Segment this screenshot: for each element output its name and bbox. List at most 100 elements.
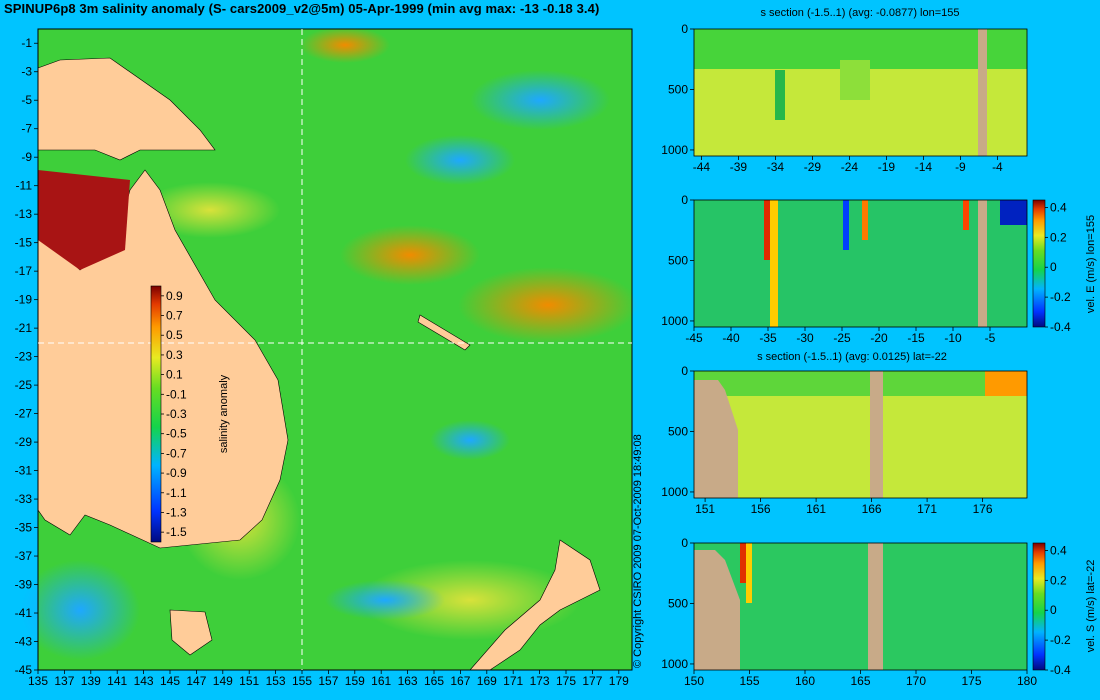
map-colorbar-tick-label: -0.9 bbox=[166, 466, 187, 480]
map-x-tick-label: 141 bbox=[107, 674, 127, 688]
panel-1-y-tick-label: 0 bbox=[681, 22, 688, 36]
map-colorbar-tick-label: 0.5 bbox=[166, 328, 183, 342]
map-x-tick-label: 143 bbox=[134, 674, 154, 688]
panel-2-x-tick-label: -35 bbox=[759, 331, 777, 345]
map-y-tick-label: -41 bbox=[15, 606, 33, 620]
panel-4-x-axis: 150 155 160 165 170 175 180 bbox=[684, 670, 1037, 688]
panel-3-x-tick-label: 176 bbox=[973, 502, 993, 516]
panel-2-x-tick-label: -10 bbox=[944, 331, 962, 345]
map-anomaly-patch bbox=[470, 70, 610, 130]
map-colorbar-tick-label: -0.1 bbox=[166, 387, 187, 401]
panel-2-colorbar-tick-label: 0 bbox=[1050, 260, 1057, 274]
panel-4-land bbox=[694, 550, 740, 670]
panel-1-title: s section (-1.5..1) (avg: -0.0877) lon=1… bbox=[760, 7, 959, 19]
panel-4-colorbar-tick-label: 0.4 bbox=[1050, 543, 1067, 557]
map-x-tick-label: 177 bbox=[582, 674, 602, 688]
map-y-tick-label: -29 bbox=[15, 435, 33, 449]
map-colorbar-tick-label: -0.7 bbox=[166, 446, 187, 460]
panel-2-y-tick-label: 500 bbox=[668, 253, 688, 267]
panel-3-frame bbox=[693, 370, 1028, 499]
panel-4-x-tick-label: 175 bbox=[961, 674, 981, 688]
panel-2-x-tick-label: -25 bbox=[833, 331, 851, 345]
panel-1-x-tick-label: -34 bbox=[767, 160, 785, 174]
panel-4-jet bbox=[740, 543, 746, 583]
map-y-tick-label: -9 bbox=[21, 150, 32, 164]
map-anomaly-patch bbox=[340, 225, 480, 285]
panel-1-lowsal-core bbox=[840, 60, 870, 100]
panel-3-x-tick-label: 151 bbox=[695, 502, 715, 516]
panel-2-x-tick-label: -15 bbox=[907, 331, 925, 345]
panel-2-x-tick-label: -5 bbox=[985, 331, 996, 345]
map-x-tick-label: 179 bbox=[609, 674, 629, 688]
land-new-guinea bbox=[37, 57, 216, 161]
map-colorbar-tick-label: 0.7 bbox=[166, 309, 183, 323]
section-panel-3: s section (-1.5..1) (avg: 0.0125) lat=-2… bbox=[661, 351, 1028, 516]
panel-2-colorbar bbox=[1032, 199, 1046, 328]
map-y-tick-label: -17 bbox=[15, 264, 33, 278]
panel-3-title: s section (-1.5..1) (avg: 0.0125) lat=-2… bbox=[757, 351, 947, 363]
panel-2-colorbar-tick-label: -0.4 bbox=[1050, 320, 1071, 334]
map-x-tick-label: 147 bbox=[186, 674, 206, 688]
panel-3-y-axis: 0 500 1000 bbox=[661, 364, 694, 499]
map-anomaly-patch bbox=[458, 267, 638, 343]
panel-4-land bbox=[868, 543, 883, 670]
panel-4-x-tick-label: 150 bbox=[684, 674, 704, 688]
panel-4-x-tick-label: 155 bbox=[739, 674, 759, 688]
panel-1-x-tick-label: -14 bbox=[915, 160, 933, 174]
map-colorbar-tick-label: 0.3 bbox=[166, 348, 183, 362]
map-y-tick-label: -39 bbox=[15, 578, 33, 592]
panel-1-x-tick-label: -4 bbox=[992, 160, 1003, 174]
map-colorbar-tick-label: 0.1 bbox=[166, 368, 183, 382]
map-y-tick-label: -11 bbox=[16, 179, 33, 193]
panel-3-x-axis: 151 156 161 166 171 176 bbox=[695, 498, 993, 516]
panel-2-x-tick-label: -30 bbox=[796, 331, 814, 345]
map-x-tick-label: 161 bbox=[371, 674, 391, 688]
map-x-tick-label: 155 bbox=[292, 674, 312, 688]
map-x-tick-label: 145 bbox=[160, 674, 180, 688]
map-anomaly-patch bbox=[430, 420, 510, 460]
map-y-tick-label: -31 bbox=[15, 464, 33, 478]
map-x-tick-label: 157 bbox=[318, 674, 338, 688]
map-colorbar-label: salinity anomaly bbox=[218, 374, 230, 453]
map-colorbar-tick-label: -0.3 bbox=[166, 407, 187, 421]
section-panel-1: s section (-1.5..1) (avg: -0.0877) lon=1… bbox=[661, 7, 1028, 174]
map-y-tick-label: -13 bbox=[15, 207, 33, 221]
panel-3-land bbox=[694, 380, 738, 498]
map-anomaly-patch bbox=[300, 27, 390, 63]
map-x-tick-label: 167 bbox=[450, 674, 470, 688]
map-y-tick-label: -43 bbox=[15, 635, 33, 649]
map-frame bbox=[37, 28, 633, 671]
panel-3-y-tick-label: 0 bbox=[681, 364, 688, 378]
map-y-tick-label: -3 bbox=[21, 65, 32, 79]
map-anomaly-patch bbox=[140, 182, 280, 238]
panel-2-colorbar-tick-label: 0.4 bbox=[1050, 200, 1067, 214]
map-x-tick-label: 153 bbox=[266, 674, 286, 688]
map-x-tick-label: 139 bbox=[81, 674, 101, 688]
map-y-tick-label: -45 bbox=[15, 663, 33, 677]
panel-1-x-tick-label: -44 bbox=[693, 160, 711, 174]
panel-3-x-tick-label: 171 bbox=[917, 502, 937, 516]
map-y-tick-label: -19 bbox=[15, 293, 33, 307]
panel-1-land bbox=[978, 29, 987, 156]
panel-2-colorbar-ticks: 0.4 0.2 0 -0.2 -0.4 bbox=[1045, 200, 1071, 334]
map-x-axis: 135 137 139 141 143 145 147 149 151 153 155 157 159 1… bbox=[28, 670, 629, 688]
map-x-tick-label: 149 bbox=[213, 674, 233, 688]
panel-3-warm-patch bbox=[985, 371, 1027, 396]
panel-4-colorbar-ticks: 0.4 0.2 0 -0.2 -0.4 bbox=[1045, 543, 1071, 677]
panel-2-field bbox=[694, 200, 1027, 327]
panel-4-y-tick-label: 0 bbox=[681, 536, 688, 550]
panel-2-land bbox=[978, 200, 987, 327]
map-x-tick-label: 171 bbox=[503, 674, 523, 688]
map-colorbar-tick-label: 0.9 bbox=[166, 289, 183, 303]
panel-2-colorbar-tick-label: -0.2 bbox=[1050, 290, 1071, 304]
panel-2-jet bbox=[963, 200, 969, 230]
panel-1-frame bbox=[693, 28, 1028, 157]
map-colorbar-ticks: 0.9 0.7 0.5 0.3 0.1 -0.1 -0.3 -0.5 -0.7 -0.9 -1.1 -… bbox=[161, 289, 187, 539]
panel-1-x-axis: -44 -39 -34 -29 -24 -19 -14 -9 -4 bbox=[693, 156, 1003, 174]
land-tasmania bbox=[169, 609, 213, 656]
panel-2-y-tick-label: 0 bbox=[681, 193, 688, 207]
panel-4-colorbar-tick-label: -0.2 bbox=[1050, 633, 1071, 647]
map-colorbar-tick-label: -1.1 bbox=[166, 486, 187, 500]
panel-4-jet bbox=[746, 543, 752, 603]
